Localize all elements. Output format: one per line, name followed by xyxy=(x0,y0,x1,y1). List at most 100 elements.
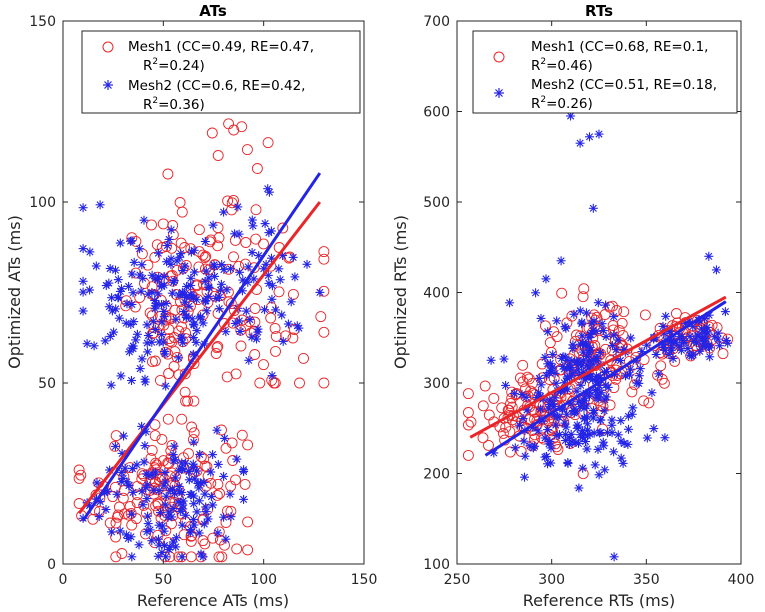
rts-mesh2-point xyxy=(574,397,584,407)
ats-mesh2-point xyxy=(241,306,251,316)
ats-mesh2-point xyxy=(193,479,203,488)
ats-mesh2-point xyxy=(124,281,134,291)
ats-mesh2-point xyxy=(171,473,180,483)
ats-mesh1-point xyxy=(156,433,168,445)
ats-mesh2-point xyxy=(178,504,188,514)
rts-mesh2-point xyxy=(519,436,529,446)
ats-mesh2-point xyxy=(160,500,170,510)
rts-mesh1-point xyxy=(462,449,474,461)
ats-mesh2-point xyxy=(150,325,160,334)
ats-mesh1-point xyxy=(124,501,136,512)
rts-mesh1-point xyxy=(504,426,516,438)
rts-mesh2-point xyxy=(552,316,562,326)
rts-mesh2-point xyxy=(562,409,572,419)
rts-mesh2-point xyxy=(611,345,621,355)
ats-mesh2-point xyxy=(127,376,136,385)
ats-mesh1-point xyxy=(146,444,158,456)
ats-mesh2-point xyxy=(82,339,92,349)
rts-title: RTs xyxy=(585,2,613,20)
ats-mesh2-point xyxy=(266,226,276,236)
ats-mesh1-point xyxy=(270,330,282,342)
ats-mesh2-point xyxy=(200,237,210,246)
ats-mesh1-point xyxy=(249,349,261,360)
ats-mesh1-point xyxy=(150,468,162,480)
ats-mesh1-point xyxy=(213,232,225,244)
ats-mesh2-point xyxy=(85,247,95,257)
rts-legend: Mesh1 (CC=0.68, RE=0.1, R2=0.46) Mesh2 (… xyxy=(472,30,738,114)
rts-mesh2-point xyxy=(574,483,584,493)
ats-mesh2-point xyxy=(138,273,148,283)
rts-mesh2-point xyxy=(594,470,604,480)
rts-mesh2-point xyxy=(595,348,605,357)
ats-mesh1-point xyxy=(141,507,152,519)
rts-mesh2-point xyxy=(704,342,713,352)
rts-mesh2-point xyxy=(542,452,551,461)
ats-mesh2-point xyxy=(165,542,175,552)
ats-mesh1-point xyxy=(200,250,212,262)
ats-mesh2-point xyxy=(166,254,176,264)
rts-mesh2-point xyxy=(689,336,699,346)
rts-mesh2-point xyxy=(598,326,608,336)
ats-mesh2-point xyxy=(111,265,120,275)
ats-mesh1-point xyxy=(294,377,305,389)
rts-mesh2-point xyxy=(607,415,617,425)
ats-mesh2-point xyxy=(226,512,236,522)
ats-mesh2-point xyxy=(219,265,229,275)
ats-axes-box xyxy=(62,20,365,565)
ats-points xyxy=(73,33,330,563)
rts-legend-mesh1-line1: Mesh1 (CC=0.68, RE=0.1, xyxy=(531,39,708,55)
rts-mesh2-point xyxy=(522,405,532,415)
rts-mesh1-point xyxy=(539,320,551,332)
rts-y-tick-label: 500 xyxy=(423,195,450,211)
rts-mesh2-point xyxy=(536,380,546,390)
ats-mesh2-point xyxy=(243,262,253,272)
rts-legend-mesh2-line2: R2=0.26) xyxy=(531,95,593,112)
ats-mesh1-point xyxy=(212,240,224,252)
rts-mesh2-point xyxy=(515,420,524,430)
ats-mesh1-point xyxy=(169,346,181,358)
ats-mesh2-point xyxy=(185,528,195,538)
rts-mesh2-point xyxy=(594,129,604,139)
rts-mesh2-point xyxy=(713,328,723,338)
ats-mesh2-point xyxy=(230,318,240,328)
ats-mesh1-point xyxy=(226,197,238,209)
ats-mesh1-point xyxy=(153,505,164,517)
ats-mesh2-point xyxy=(216,285,226,295)
ats-mesh1-point xyxy=(270,345,281,357)
ats-mesh2-point xyxy=(127,269,137,279)
ats-mesh1-point xyxy=(212,478,224,490)
rts-mesh2-point xyxy=(577,317,587,327)
ats-mesh2-point xyxy=(174,290,184,300)
ats-mesh2-point xyxy=(94,512,104,522)
ats-mesh2-point xyxy=(216,279,226,289)
ats-mesh1-point xyxy=(73,498,85,509)
rts-y-tick-label: 600 xyxy=(423,105,450,121)
ats-mesh2-point xyxy=(264,187,274,197)
rts-mesh1-point xyxy=(670,308,682,319)
rts-mesh2-point xyxy=(715,341,725,351)
ats-mesh2-point xyxy=(263,184,273,194)
ats-mesh1-point xyxy=(228,124,240,136)
ats-mesh1-point xyxy=(176,413,188,425)
ats-mesh2-point xyxy=(139,215,149,225)
rts-mesh2-point xyxy=(623,411,633,421)
ats-mesh1-point xyxy=(221,505,233,517)
ats-mesh1-point xyxy=(195,451,207,463)
ats-mesh2-point xyxy=(175,252,185,262)
ats-mesh2-point xyxy=(154,534,163,544)
ats-mesh2-point xyxy=(142,527,152,537)
ats-mesh2-point xyxy=(110,441,120,451)
ats-mesh2-point xyxy=(157,281,167,291)
rts-mesh2-point xyxy=(616,453,626,463)
rts-mesh2-point xyxy=(602,366,612,376)
rts-mesh1-point xyxy=(556,287,568,299)
ats-mesh2-point xyxy=(160,349,170,359)
ats-mesh2-point xyxy=(181,458,191,468)
ats-legend: Mesh1 (CC=0.49, RE=0.47, R2=0.24) Mesh2 … xyxy=(81,30,361,114)
ats-mesh1-point xyxy=(269,377,281,389)
ats-mesh1-point xyxy=(229,234,241,246)
rts-mesh2-point xyxy=(556,256,566,266)
ats-mesh1-point xyxy=(116,548,128,559)
rts-mesh2-point xyxy=(521,392,531,402)
ats-mesh2-point xyxy=(137,421,147,431)
